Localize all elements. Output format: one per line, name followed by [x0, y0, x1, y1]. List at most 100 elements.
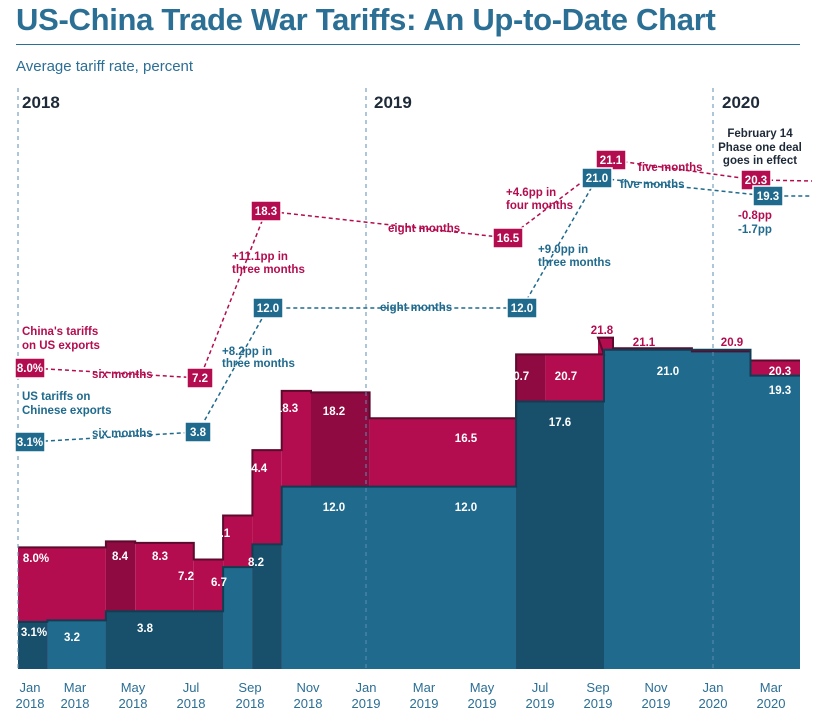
china-timeline-box-label: 20.3: [745, 175, 767, 187]
china-bar-value-label: 7.2: [178, 571, 194, 583]
us-timeline-box: [752, 185, 784, 207]
china-bar-value-label: 8.0%: [23, 553, 49, 565]
china-timeline-path: [29, 159, 813, 379]
us-step-bar: [516, 401, 604, 669]
x-tick-month: Jul: [532, 680, 549, 695]
china-six-months-note: six months: [92, 369, 153, 381]
us-timeline-box: [506, 297, 538, 319]
us-timeline-box-label: 12.0: [257, 303, 279, 315]
china-timeline-box-label: 8.0%: [17, 363, 43, 375]
us-bar-value-label: 6.7: [211, 577, 227, 589]
china-bar-value-label: 10.1: [208, 528, 231, 540]
x-tick-year: 2020: [757, 696, 786, 711]
us-timeline-box-label: 3.1%: [17, 437, 43, 449]
x-tick-year: 2019: [584, 696, 613, 711]
x-tick-month: Mar: [64, 680, 87, 695]
x-tick-year: 2018: [16, 696, 45, 711]
x-tick-year: 2019: [642, 696, 671, 711]
us-change-note: -1.7pp: [738, 224, 772, 236]
year-label-2018: 2018: [22, 93, 60, 112]
china-timeline-box-label: 21.1: [600, 155, 623, 167]
x-tick-year: 2019: [468, 696, 497, 711]
china-five-months-note: five months: [638, 162, 703, 174]
phase-one-note: Phase one deal: [718, 142, 802, 154]
x-tick-month: Sep: [586, 680, 609, 695]
x-tick-month: May: [470, 680, 495, 695]
x-tick-year: 2019: [410, 696, 439, 711]
chart-title: US-China Trade War Tariffs: An Up-to-Dat…: [16, 2, 716, 37]
x-axis: Jan2018Mar2018May2018Jul2018Sep2018Nov20…: [16, 680, 786, 711]
china-bar-value-label: 20.7: [507, 371, 529, 383]
us-timeline-box-label: 21.0: [586, 173, 608, 185]
us-step-bar: [47, 620, 106, 669]
china-bar-value-label: 20.3: [769, 366, 791, 378]
x-tick-month: Mar: [760, 680, 783, 695]
china-eight-months-note: eight months: [388, 223, 460, 235]
x-tick-month: May: [121, 680, 146, 695]
us-step-bar: [604, 349, 751, 669]
china-jump-note: +11.1pp in: [232, 251, 288, 263]
china-bar-value-label: 8.3: [152, 551, 168, 563]
china-timeline-box-label: 7.2: [192, 373, 208, 385]
us-bar-value-label: 12.0: [455, 502, 477, 514]
us-step-bar: [223, 567, 253, 669]
us-timeline-box-label: 12.0: [511, 303, 533, 315]
china-bar-value-label: 18.2: [323, 406, 345, 418]
x-tick-year: 2018: [177, 696, 206, 711]
us-bar-value-label: 21.0: [657, 366, 679, 378]
feb14-note: February 14: [727, 128, 793, 140]
x-tick-year: 2019: [352, 696, 381, 711]
us-timeline-box-label: 3.8: [190, 427, 207, 439]
x-tick-month: Nov: [644, 680, 668, 695]
china-outline: [18, 336, 800, 561]
us-bar-value-label: 8.2: [248, 557, 264, 569]
china-timeline-box: [250, 200, 282, 222]
us-timeline-box: [184, 421, 212, 443]
x-tick-month: Jul: [183, 680, 200, 695]
china-jump-note: +4.6pp in: [506, 187, 556, 199]
us-five-months-note: five months: [620, 179, 685, 191]
china-bar-value-label: 18.3: [276, 403, 298, 415]
timeline-layer: 8.0% 7.2 18.3 16.5 21.1 20.3 3.1% 3.8 12.0 12.0 21…: [14, 128, 813, 453]
year-label-2019: 2019: [374, 93, 412, 112]
us-series-label: US tariffs on: [22, 391, 90, 403]
us-step-bar: [252, 544, 282, 669]
china-series-label: on US exports: [22, 340, 100, 352]
us-timeline-box: [14, 431, 46, 453]
us-step-bar: [105, 611, 224, 669]
us-bar-value-label: 12.0: [323, 502, 345, 514]
x-tick-month: Nov: [296, 680, 320, 695]
x-tick-year: 2019: [526, 696, 555, 711]
us-bar-value-label: 19.3: [769, 385, 791, 397]
x-tick-month: Sep: [238, 680, 261, 695]
china-jump-note: three months: [232, 264, 305, 276]
us-jump-note: +9.0pp in: [538, 244, 588, 256]
us-bar-value-label: 17.6: [549, 417, 571, 429]
china-timeline-box: [492, 227, 524, 249]
chart-subtitle: Average tariff rate, percent: [16, 58, 194, 75]
us-step-bar: [18, 621, 48, 669]
us-bar-value-label: 3.8: [137, 623, 154, 635]
china-change-note: -0.8pp: [738, 210, 772, 222]
us-jump-note: +8.2pp in: [222, 346, 272, 358]
us-step-bar: [281, 486, 517, 669]
china-series-label: China's tariffs: [22, 326, 98, 338]
us-timeline-box-label: 19.3: [757, 191, 779, 203]
year-label-2020: 2020: [722, 93, 760, 112]
china-timeline-box: [14, 357, 46, 379]
china-bar-value-label: 21.1: [633, 337, 656, 349]
area-layer: [18, 336, 800, 669]
x-tick-month: Jan: [20, 680, 41, 695]
us-jump-note: three months: [538, 257, 611, 269]
x-tick-month: Mar: [413, 680, 436, 695]
us-bar-value-label: 3.1%: [21, 627, 47, 639]
us-timeline-box: [581, 167, 613, 189]
us-outline: [18, 348, 800, 623]
china-jump-note: four months: [506, 200, 573, 212]
china-bar-value-label: 8.4: [112, 551, 129, 563]
bar-label-layer: 8.0% 8.4 8.3 7.2 10.1 14.4 18.3 18.2 16.5 20.7 20.…: [21, 325, 791, 644]
us-eight-months-note: eight months: [380, 302, 452, 314]
phase-one-note: goes in effect: [723, 155, 797, 167]
